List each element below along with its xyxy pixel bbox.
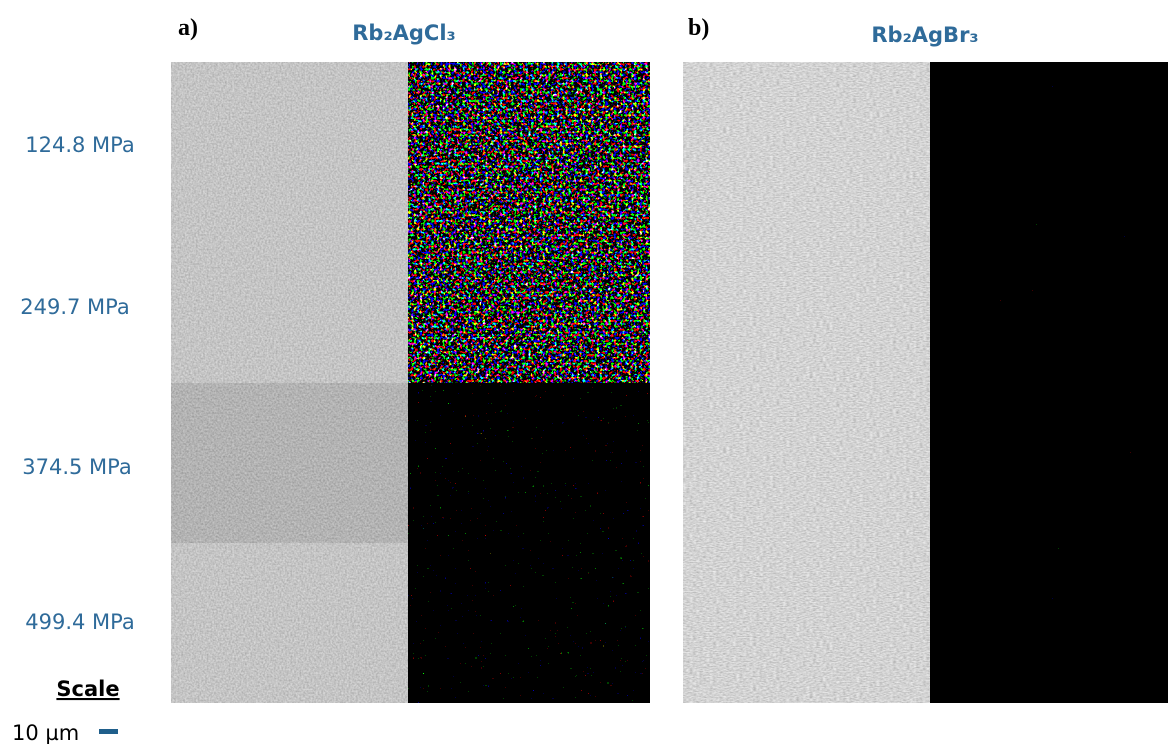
panel-a-images	[171, 62, 650, 703]
pressure-label: 249.7 MPa	[20, 295, 130, 319]
sem-image	[683, 543, 930, 703]
binary-image	[408, 62, 650, 222]
figure: a) Rb₂AgCl₃ b) Rb₂AgBr₃ 124.8 MPa 249.7 …	[0, 0, 1168, 744]
sem-image	[683, 62, 930, 222]
scale-bar	[99, 729, 118, 734]
sem-image	[171, 383, 408, 543]
binary-image	[408, 222, 650, 383]
pressure-label: 499.4 MPa	[25, 610, 135, 634]
sem-image	[683, 222, 930, 383]
pressure-label: 124.8 MPa	[25, 133, 135, 157]
scale-length: 10 µm	[12, 721, 79, 744]
panel-label: b)	[688, 15, 709, 41]
panel-label: a)	[178, 15, 198, 41]
sem-image	[171, 62, 408, 222]
panel-title: Rb₂AgCl₃	[352, 21, 456, 45]
scale-heading: Scale	[56, 677, 119, 701]
binary-image	[408, 383, 650, 543]
binary-image	[930, 62, 1168, 703]
sem-image	[683, 383, 930, 543]
sem-image	[171, 543, 408, 703]
pressure-label: 374.5 MPa	[22, 455, 132, 479]
sem-image	[171, 222, 408, 383]
panel-title: Rb₂AgBr₃	[871, 23, 978, 47]
panel-b-images	[683, 62, 1168, 703]
binary-image	[408, 543, 650, 703]
